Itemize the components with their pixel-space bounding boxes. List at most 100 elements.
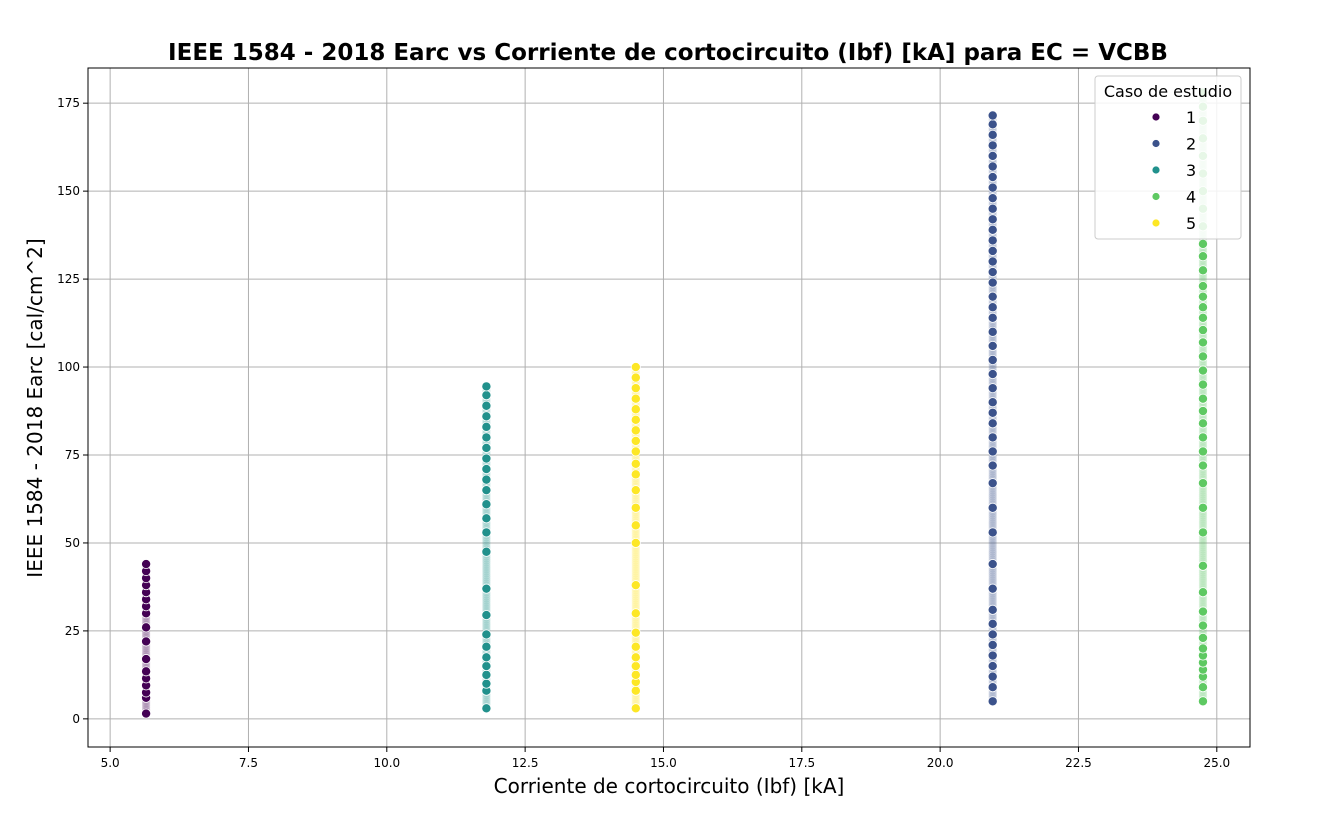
legend-label: 5 (1186, 214, 1196, 233)
data-point-faint (482, 621, 491, 631)
data-point-faint (988, 545, 997, 554)
data-point (987, 256, 998, 267)
data-point-faint (631, 495, 640, 504)
data-point-faint (141, 643, 151, 653)
data-point-faint (482, 562, 491, 572)
data-point-faint (988, 591, 997, 600)
data-point-faint (1198, 576, 1208, 586)
data-point-faint (482, 560, 491, 569)
y-tick-label: 150 (57, 184, 80, 198)
data-point (1197, 587, 1208, 598)
data-point-faint (988, 494, 997, 503)
data-point-faint (988, 485, 997, 495)
data-point-faint (988, 513, 997, 522)
data-point (481, 583, 492, 594)
data-point (481, 400, 492, 411)
data-point-faint (482, 695, 491, 705)
data-point-faint (631, 590, 640, 599)
data-point-faint (1198, 538, 1208, 548)
data-point-faint (1198, 359, 1208, 368)
data-point (481, 453, 492, 464)
data-point-faint (1198, 574, 1208, 584)
data-point (1197, 478, 1208, 489)
y-tick-label: 25 (65, 624, 80, 638)
legend-title: Caso de estudio (1104, 82, 1232, 101)
data-point-faint (1198, 595, 1208, 605)
data-point-faint (482, 594, 491, 603)
data-point (481, 381, 492, 392)
data-point-faint (631, 594, 640, 603)
data-point-faint (1198, 549, 1208, 558)
data-point-faint (631, 592, 640, 601)
data-point-faint (631, 571, 640, 580)
data-point-faint (482, 535, 491, 544)
data-point (987, 267, 998, 278)
data-point-faint (482, 566, 491, 576)
data-point-faint (1198, 553, 1208, 562)
data-point (481, 669, 492, 680)
data-point (1197, 265, 1208, 276)
data-point-faint (631, 600, 640, 610)
data-point-faint (631, 512, 640, 521)
data-point (987, 326, 998, 337)
data-point-faint (482, 596, 491, 605)
data-point-faint (988, 285, 997, 294)
data-point (481, 610, 492, 621)
data-point (481, 464, 492, 475)
legend-marker (1151, 192, 1161, 201)
data-point-faint (988, 542, 997, 552)
data-point (481, 678, 492, 689)
data-point-faint (631, 528, 640, 538)
data-point-faint (482, 573, 491, 582)
data-point (987, 302, 998, 313)
data-point-faint (482, 617, 491, 626)
data-point (630, 537, 641, 548)
data-point-faint (482, 558, 491, 567)
data-point-faint (1198, 515, 1208, 524)
data-point (630, 458, 641, 469)
data-point (987, 129, 998, 140)
data-point-faint (631, 493, 640, 502)
data-point (630, 703, 641, 714)
data-point (987, 161, 998, 172)
grid (88, 68, 1250, 747)
data-point (987, 604, 998, 615)
data-point (987, 661, 998, 672)
data-point (987, 245, 998, 256)
data-point (987, 397, 998, 408)
data-point-faint (631, 552, 640, 561)
data-point-faint (1198, 492, 1208, 501)
data-point-faint (631, 556, 640, 565)
data-point-faint (988, 490, 997, 499)
data-point-faint (631, 588, 640, 597)
data-point-faint (631, 564, 640, 574)
plot-frame (87, 67, 1251, 748)
data-point-faint (1198, 547, 1208, 556)
data-point (630, 383, 641, 394)
data-point (987, 639, 998, 650)
data-point (481, 442, 492, 453)
legend-items: 1 2 3 4 5 (1151, 108, 1196, 233)
data-point-faint (1198, 545, 1208, 554)
data-point-faint (1198, 536, 1208, 546)
data-point (1197, 291, 1208, 302)
data-point-faint (1198, 551, 1208, 560)
data-point (1197, 560, 1208, 571)
data-point (1197, 682, 1208, 693)
y-axis-label: IEEE 1584 - 2018 Earc [cal/cm^2] (23, 238, 47, 577)
data-point-faint (482, 600, 491, 610)
data-point-faint (631, 566, 640, 576)
x-axis-label: Corriente de cortocircuito (Ibf) [kA] (494, 774, 845, 798)
data-point-faint (482, 493, 491, 502)
data-point-faint (631, 569, 640, 578)
data-point-faint (1198, 597, 1208, 607)
data-point (987, 407, 998, 418)
data-point (481, 652, 492, 663)
data-point (1197, 302, 1208, 313)
data-point (987, 182, 998, 193)
data-point-faint (988, 519, 997, 529)
data-point (987, 671, 998, 682)
data-point (987, 460, 998, 471)
y-tick-label: 75 (65, 448, 80, 462)
